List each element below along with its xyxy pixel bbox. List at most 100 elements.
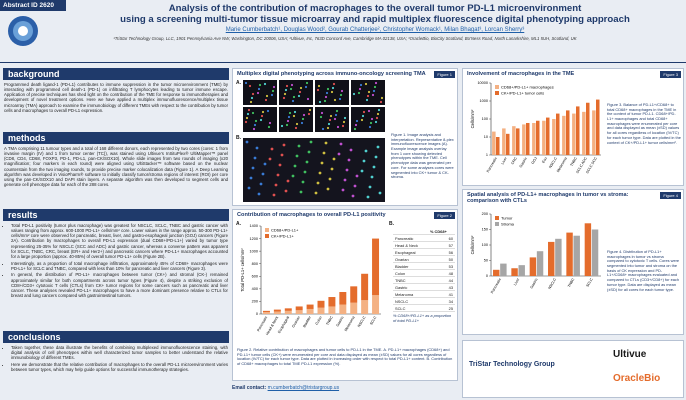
image-cell: [308, 108, 312, 112]
chart: 0 50 100 150 200 Cells/mm² Pancreatic Liver Gast…: [470, 212, 601, 294]
bar: [552, 119, 556, 155]
bar: [555, 238, 562, 276]
table-cell: Gastric: [393, 283, 428, 291]
section-heading: background: [3, 68, 229, 80]
x-tick-label: Pancreatic: [486, 156, 498, 173]
image-cell: [288, 111, 292, 115]
image-cell: [342, 120, 346, 124]
image-cell: [289, 87, 293, 91]
image-cell: [286, 179, 290, 183]
image-cell: [339, 142, 343, 146]
bar: [262, 312, 270, 314]
image-cell: [372, 89, 376, 93]
image-cell: [373, 85, 377, 89]
y-tick-label: 0: [486, 274, 488, 278]
image-cell: [320, 161, 324, 165]
image-cell: [247, 186, 251, 190]
bar: [556, 113, 560, 155]
image-cell: [292, 114, 296, 118]
image-cell: [379, 100, 383, 104]
y-tick-label: 1400: [250, 224, 258, 228]
x-tick-label: NSCLC: [548, 156, 558, 169]
image-cell: [252, 127, 256, 131]
panel-label: B.: [389, 221, 394, 227]
bar: [295, 310, 303, 314]
bar: [350, 286, 358, 303]
y-tick-label: 100: [482, 243, 488, 247]
image-cell: [364, 82, 368, 86]
image-cell: [380, 96, 384, 100]
image-cell: [360, 118, 364, 122]
data-table: % CD68+ Pancreatic 60 Head & Neck 57 Esophage…: [393, 228, 455, 312]
section-text: Programmed death ligand-1 (PD-L1) contri…: [4, 82, 228, 113]
image-grid: [243, 80, 385, 202]
image-cell: [333, 98, 337, 102]
bar: [546, 117, 550, 155]
image-cell: [332, 157, 336, 161]
image-cell: [299, 86, 303, 90]
x-tick-label: Eso: [541, 157, 548, 164]
image-cell: [376, 145, 380, 149]
x-tick-label: TNBC: [325, 315, 334, 326]
image-cell: [264, 98, 268, 102]
bar: [572, 113, 576, 155]
image-cell: [276, 173, 280, 177]
figure-caption: Figure 3. Balance of PD-L1+/CD68+ to tot…: [607, 102, 681, 145]
image-cell: [304, 85, 308, 89]
image-cell: [259, 182, 263, 186]
image-cell: [330, 90, 334, 94]
bar: [284, 310, 292, 314]
image-cell: [249, 176, 253, 180]
y-tick-label: 1000: [250, 249, 258, 253]
image-cell: [254, 119, 258, 123]
image-cell: [374, 155, 378, 159]
table-row: Bladder 53: [393, 262, 455, 270]
x-tick-label: TNBC: [567, 277, 576, 288]
table-row: Pancreatic 60: [393, 234, 455, 242]
image-cell: [372, 165, 376, 169]
image-cell: [290, 83, 294, 87]
figure-number: Figure 3: [660, 71, 681, 78]
image-cell: [359, 83, 363, 87]
legend-label: CK+/PD-L1+: [271, 233, 294, 238]
logo: Ultivue: [613, 349, 647, 360]
image-cell: [340, 89, 344, 93]
image-cell: [367, 109, 371, 113]
section-text: A TMA comprising 11 tumour types and a t…: [4, 146, 228, 188]
image-cell: [362, 159, 366, 163]
bar: [306, 308, 314, 314]
bar: [586, 102, 590, 155]
bar: [317, 307, 325, 314]
bar: [361, 273, 369, 301]
image-cell: [270, 147, 274, 151]
legend-swatch: [495, 91, 499, 95]
bar: [492, 131, 496, 155]
bar: [372, 295, 380, 314]
bar: [596, 99, 600, 155]
table-header: [393, 228, 428, 235]
image-cell: [339, 93, 343, 97]
image-cell: [257, 87, 261, 91]
y-tick-label: 1200: [250, 237, 258, 241]
affiliations: ¹TriStar Technology Group, LLC, 1901 Pen…: [113, 36, 577, 41]
image-cell: [307, 112, 311, 116]
image-cell: [297, 144, 301, 148]
image-cell: [332, 82, 336, 86]
bar: [584, 223, 592, 276]
table-cell: 34: [428, 297, 455, 305]
legend-swatch: [265, 234, 269, 238]
image-cell: [328, 118, 332, 122]
image-cell: [362, 110, 366, 114]
x-tick-label: Liver: [513, 277, 521, 286]
image-cell: [301, 117, 305, 121]
image-cell: [301, 180, 305, 184]
bar: [518, 265, 525, 276]
logo-icon: [8, 16, 38, 46]
image-cell: [251, 166, 255, 170]
panel-label: B.: [236, 135, 241, 141]
image-cell: [326, 126, 330, 130]
bar: [317, 300, 325, 308]
table-cell: Bladder: [393, 262, 428, 270]
title-line: Analysis of the contribution of macropha…: [168, 3, 582, 14]
table-cell: 50: [428, 255, 455, 263]
